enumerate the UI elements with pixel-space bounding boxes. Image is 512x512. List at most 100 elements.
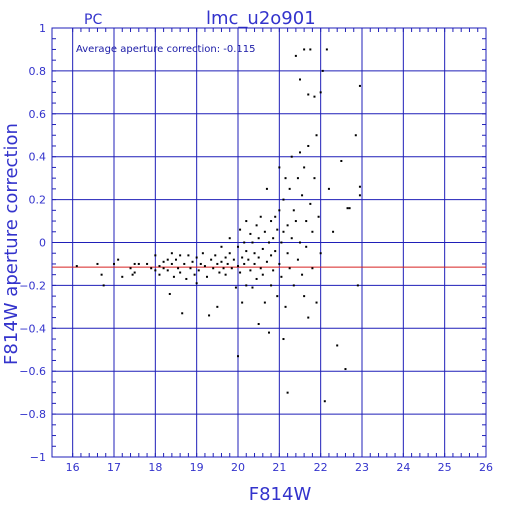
data-point <box>265 260 268 263</box>
data-point <box>303 166 306 169</box>
data-point <box>296 258 299 261</box>
data-point <box>323 400 326 403</box>
data-point <box>265 187 268 190</box>
data-point <box>274 215 277 218</box>
data-point <box>75 265 78 268</box>
x-tick-label: 19 <box>190 461 204 474</box>
data-point <box>239 228 242 231</box>
x-tick-label: 16 <box>66 461 80 474</box>
data-point <box>247 258 250 261</box>
data-point <box>296 177 299 180</box>
data-point <box>344 368 347 371</box>
y-tick-label: −1 <box>30 451 46 464</box>
data-point <box>154 254 157 257</box>
data-point <box>220 245 223 248</box>
data-point <box>257 256 260 259</box>
header-left-label: PC <box>84 12 102 28</box>
data-point <box>263 230 266 233</box>
data-point <box>313 95 316 98</box>
data-point <box>245 250 248 253</box>
x-tick-label: 23 <box>355 461 369 474</box>
data-point <box>239 271 242 274</box>
data-point <box>199 262 202 265</box>
data-point <box>268 331 270 334</box>
data-point <box>243 241 246 244</box>
data-point <box>216 305 219 308</box>
data-point <box>177 267 180 270</box>
data-point <box>241 256 244 259</box>
data-point <box>162 260 165 263</box>
data-point <box>270 284 273 287</box>
data-point <box>301 273 304 276</box>
data-point <box>332 230 335 233</box>
data-point <box>319 91 322 94</box>
data-point <box>309 48 312 51</box>
points-layer <box>75 48 361 403</box>
data-point <box>311 267 314 270</box>
data-point <box>197 269 200 272</box>
data-point <box>249 269 252 272</box>
data-point <box>172 275 175 278</box>
data-point <box>212 267 215 270</box>
data-point <box>137 262 140 265</box>
data-point <box>294 220 297 223</box>
data-point <box>276 295 279 298</box>
data-point <box>307 144 310 147</box>
data-point <box>259 267 262 270</box>
data-point <box>292 209 295 212</box>
data-point <box>100 273 103 276</box>
data-point <box>315 134 318 137</box>
data-point <box>224 256 227 259</box>
data-point <box>158 265 161 268</box>
x-tick-label: 24 <box>396 461 410 474</box>
data-point <box>288 267 291 270</box>
y-tick-label: −0.6 <box>19 365 46 378</box>
data-point <box>309 202 312 205</box>
data-point <box>270 220 273 223</box>
x-tick-label: 26 <box>479 461 493 474</box>
data-point <box>325 48 328 51</box>
data-point <box>263 301 266 304</box>
data-point <box>255 277 258 280</box>
data-point <box>253 252 256 255</box>
y-tick-label: 0 <box>39 237 46 250</box>
data-point <box>218 271 221 274</box>
data-point <box>162 267 165 270</box>
data-point <box>216 262 219 265</box>
data-point <box>241 301 244 304</box>
data-point <box>272 237 275 240</box>
x-tick-label: 21 <box>272 461 286 474</box>
data-point <box>179 271 182 274</box>
data-point <box>195 256 198 259</box>
data-point <box>166 258 169 261</box>
data-point <box>210 258 213 261</box>
data-point <box>280 241 283 244</box>
data-point <box>278 209 281 212</box>
grid <box>51 27 487 458</box>
x-tick-label: 22 <box>314 461 328 474</box>
data-point <box>133 271 136 274</box>
data-point <box>292 284 295 287</box>
data-point <box>319 252 322 255</box>
data-point <box>195 282 198 285</box>
y-tick-label: −0.8 <box>19 408 46 421</box>
x-axis-label: F814W <box>249 484 312 505</box>
data-point <box>274 250 277 253</box>
y-tick-label: −0.4 <box>19 322 46 335</box>
data-point <box>299 241 301 244</box>
data-point <box>356 284 359 287</box>
data-point <box>249 232 252 235</box>
data-point <box>288 187 291 190</box>
data-point <box>222 267 225 270</box>
y-tick-label: 0.6 <box>29 108 47 121</box>
data-point <box>276 228 279 231</box>
data-point <box>299 151 301 154</box>
data-point <box>245 220 248 223</box>
data-point <box>150 267 153 270</box>
data-point <box>226 262 229 265</box>
data-point <box>358 194 361 197</box>
data-point <box>286 224 289 227</box>
data-point <box>307 93 310 96</box>
data-point <box>228 237 231 240</box>
